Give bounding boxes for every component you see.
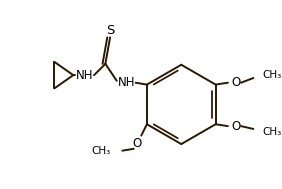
Text: O: O xyxy=(133,137,142,150)
Text: CH₃: CH₃ xyxy=(92,146,111,156)
Text: O: O xyxy=(232,76,241,89)
Text: S: S xyxy=(106,24,114,37)
Text: CH₃: CH₃ xyxy=(263,127,282,137)
Text: O: O xyxy=(232,120,241,133)
Text: NH: NH xyxy=(117,76,135,89)
Text: CH₃: CH₃ xyxy=(263,70,282,80)
Text: NH: NH xyxy=(76,69,93,82)
